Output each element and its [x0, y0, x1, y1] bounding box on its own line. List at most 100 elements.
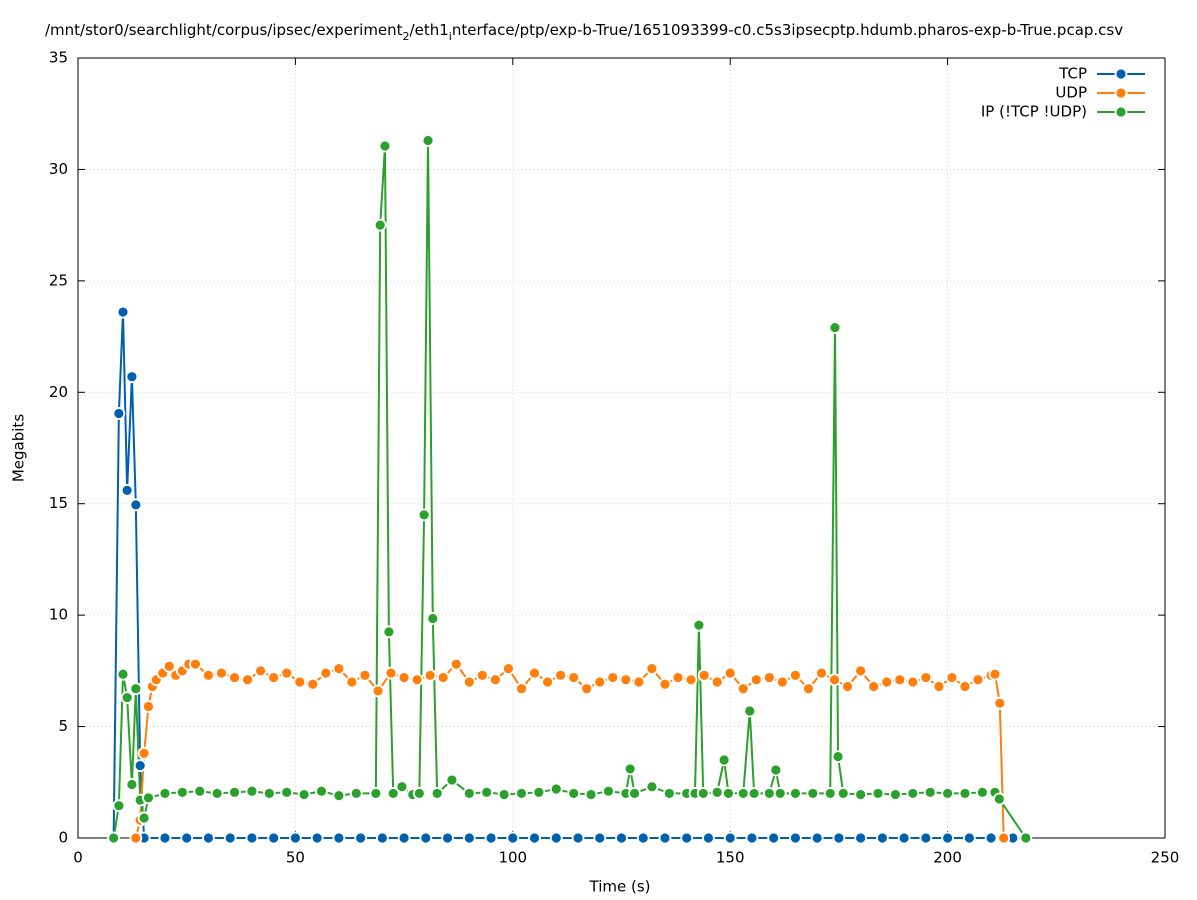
data-point: [923, 785, 937, 799]
chart-title: /mnt/stor0/searchlight/corpus/ipsec/expe…: [45, 21, 1123, 43]
data-point: [893, 673, 907, 687]
x-tick-label: 250: [1151, 849, 1180, 867]
data-point: [267, 831, 281, 845]
data-point: [810, 831, 824, 845]
data-point: [775, 675, 789, 689]
data-point: [245, 831, 259, 845]
data-point: [958, 680, 972, 693]
data-point: [245, 784, 259, 798]
data-point: [129, 831, 143, 845]
data-point: [137, 811, 151, 825]
data-point: [116, 305, 130, 319]
data-point: [875, 831, 889, 845]
data-point: [515, 787, 528, 800]
data-point: [417, 508, 431, 522]
title-part: /mnt/stor0/searchlight/corpus/ipsec/expe…: [45, 21, 403, 39]
data-point: [480, 785, 494, 799]
data-point: [158, 831, 172, 845]
data-point: [717, 753, 731, 767]
series-line: [134, 662, 1005, 839]
data-point: [188, 657, 202, 671]
data-point: [180, 831, 194, 845]
data-point: [971, 673, 985, 687]
data-point: [210, 787, 224, 800]
data-point: [358, 668, 372, 682]
data-point: [696, 787, 710, 800]
data-point: [619, 673, 633, 687]
data-point: [310, 831, 324, 845]
data-point: [254, 664, 268, 678]
data-point: [371, 684, 385, 698]
data-point: [906, 675, 920, 689]
data-point: [315, 784, 328, 798]
data-point: [297, 788, 311, 801]
data-point: [984, 831, 998, 845]
data-point: [332, 662, 346, 676]
data-point: [988, 667, 1002, 681]
data-point: [332, 831, 346, 845]
plot-frame: [77, 57, 1166, 839]
data-point: [489, 673, 502, 687]
data-point: [697, 668, 711, 682]
data-point: [306, 677, 320, 691]
data-point: [723, 666, 737, 680]
data-point: [112, 407, 126, 420]
data-point: [992, 792, 1006, 806]
data-point: [1019, 831, 1033, 845]
data-point: [593, 675, 607, 689]
data-point: [369, 787, 383, 800]
data-point: [571, 831, 585, 845]
data-point: [702, 831, 715, 845]
data-point: [584, 788, 598, 801]
data-point: [125, 370, 139, 384]
data-point: [228, 671, 241, 684]
data-point: [142, 791, 155, 805]
data-point: [941, 831, 954, 845]
data-point: [671, 671, 685, 684]
data-point: [267, 671, 281, 684]
data-point: [515, 682, 528, 696]
data-point: [423, 668, 437, 682]
data-point: [680, 831, 694, 845]
data-point: [293, 675, 307, 689]
y-tick-label: 0: [58, 829, 68, 847]
data-point: [354, 831, 368, 845]
data-point: [345, 675, 359, 689]
data-point: [789, 787, 802, 800]
data-point: [436, 671, 450, 684]
data-point: [497, 788, 511, 801]
data-point: [378, 139, 392, 153]
data-point: [645, 662, 659, 676]
data-point: [722, 787, 735, 800]
data-point: [475, 668, 489, 682]
data-point: [580, 682, 594, 696]
data-point: [743, 704, 757, 718]
data-point: [692, 618, 706, 632]
y-axis-label: Megabits: [10, 414, 28, 482]
data-point: [332, 789, 346, 803]
data-point: [441, 831, 454, 845]
data-point: [502, 662, 515, 676]
y-tick-label: 10: [49, 606, 68, 624]
data-point: [120, 483, 134, 497]
data-point: [975, 785, 989, 799]
legend-label: UDP: [1055, 84, 1087, 102]
data-point: [749, 673, 763, 687]
data-point: [993, 696, 1007, 710]
data-point: [484, 831, 498, 845]
data-point: [710, 785, 724, 799]
data-point: [142, 700, 155, 713]
data-point: [854, 788, 868, 801]
data-point: [137, 746, 151, 760]
data-point: [945, 671, 959, 684]
data-point: [606, 671, 620, 684]
data-point: [802, 682, 815, 696]
data-point: [854, 831, 868, 845]
data-point: [421, 134, 435, 147]
data-point: [175, 785, 189, 799]
data-point: [419, 831, 433, 845]
data-point: [828, 321, 842, 335]
x-tick-label: 150: [716, 849, 745, 867]
title-part: /eth1: [410, 21, 449, 39]
